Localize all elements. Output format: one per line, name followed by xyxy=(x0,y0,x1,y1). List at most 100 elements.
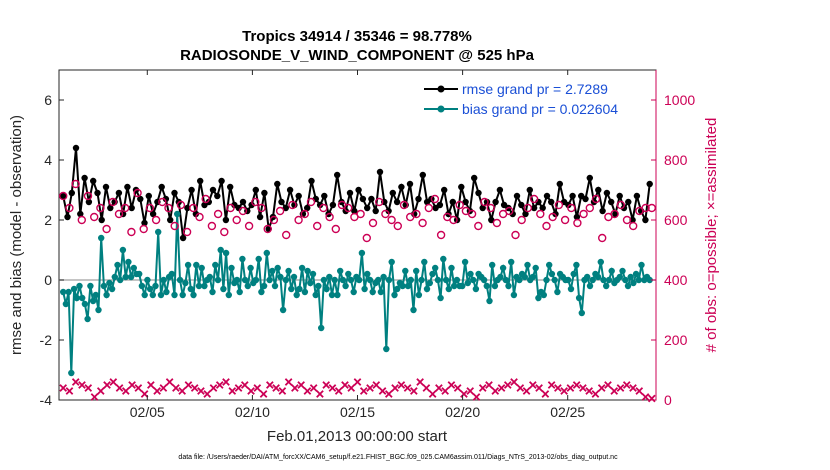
obs-possible-marker xyxy=(591,194,601,204)
obs-possible-marker xyxy=(71,179,80,189)
bias-point xyxy=(136,270,143,278)
obs-possible-marker xyxy=(523,203,533,213)
obs-possible-marker xyxy=(282,230,291,240)
rmse-point xyxy=(334,171,341,179)
bias-point xyxy=(638,261,645,269)
bias-point xyxy=(510,291,518,299)
bias-point xyxy=(567,285,575,293)
bias-point xyxy=(323,285,330,293)
obs-possible-marker xyxy=(511,230,520,240)
bias-point xyxy=(328,291,336,299)
y-tick-label: 2 xyxy=(44,212,52,228)
obs-possible-marker xyxy=(151,215,161,225)
rmse-point xyxy=(449,198,456,206)
bias-point xyxy=(149,291,156,299)
bias-point xyxy=(429,270,436,278)
rmse-point xyxy=(569,192,576,200)
bias-point xyxy=(413,267,420,275)
obs-possible-marker xyxy=(176,200,186,210)
obs-possible-marker xyxy=(238,206,248,216)
obs-assimilated-marker xyxy=(622,381,631,389)
obs-assimilated-marker xyxy=(372,381,381,389)
bias-point xyxy=(277,273,284,281)
bias-point xyxy=(467,270,474,278)
obs-possible-marker xyxy=(269,215,279,225)
obs-assimilated-marker xyxy=(115,384,124,392)
rmse-point xyxy=(90,177,97,185)
y2-tick-label: 1000 xyxy=(664,92,695,108)
obs-possible-marker xyxy=(474,221,483,231)
bias-point xyxy=(415,291,423,299)
obs-assimilated-marker xyxy=(215,381,224,389)
obs-possible-marker xyxy=(430,194,440,204)
obs-possible-marker xyxy=(567,203,576,213)
rmse-point xyxy=(85,198,93,206)
obs-assimilated-marker xyxy=(635,387,644,395)
obs-possible-marker xyxy=(449,215,458,225)
legend: rmse grand pr = 2.7289 bias grand pr = 0… xyxy=(418,79,648,121)
rmse-point xyxy=(124,183,131,191)
obs-assimilated-marker xyxy=(478,384,487,392)
rmse-point xyxy=(107,204,114,212)
y-tick-label: 4 xyxy=(44,152,52,168)
bias-point xyxy=(426,279,433,287)
bias-point xyxy=(516,276,523,284)
y2-tick-label: 0 xyxy=(664,392,672,408)
obs-possible-marker xyxy=(610,209,619,219)
bias-point xyxy=(269,267,276,275)
rmse-point xyxy=(646,180,653,188)
obs-possible-marker xyxy=(529,194,539,204)
bias-point xyxy=(157,291,165,299)
rmse-point xyxy=(304,204,311,212)
bias-point xyxy=(122,273,129,281)
bias-point xyxy=(646,276,653,284)
obs-possible-marker xyxy=(257,203,266,213)
rmse-point xyxy=(227,183,234,191)
rmse-point xyxy=(556,180,563,188)
obs-assimilated-marker xyxy=(96,387,105,395)
bias-point xyxy=(304,267,311,275)
bias-point xyxy=(212,261,219,269)
obs-possible-marker xyxy=(158,197,167,207)
rmse-point xyxy=(329,201,337,209)
bias-point xyxy=(521,273,528,281)
rmse-point xyxy=(620,204,628,212)
obs-possible-marker xyxy=(288,200,297,210)
bias-point xyxy=(377,288,385,296)
obs-possible-marker xyxy=(492,218,502,228)
rmse-point xyxy=(608,198,615,206)
bias-point xyxy=(233,276,241,284)
bias-point xyxy=(423,285,431,293)
bias-point xyxy=(65,288,72,296)
rmse-point xyxy=(462,198,469,206)
bias-point xyxy=(193,261,200,269)
rmse-point xyxy=(98,216,105,224)
obs-assimilated-marker xyxy=(65,387,74,395)
rmse-point xyxy=(492,198,499,206)
rmse-point xyxy=(372,207,379,215)
legend-rmse-marker xyxy=(437,85,445,93)
bias-point xyxy=(206,273,213,281)
series-rmse xyxy=(60,144,653,242)
rmse-point xyxy=(197,177,204,185)
obs-assimilated-marker xyxy=(528,381,537,389)
rmse-point xyxy=(171,189,178,197)
bias-point xyxy=(603,282,610,290)
obs-assimilated-marker xyxy=(253,384,262,392)
obs-possible-marker xyxy=(505,206,514,216)
bias-point xyxy=(184,261,192,269)
rmse-point xyxy=(483,198,491,206)
rmse-point xyxy=(539,204,546,212)
bias-point xyxy=(622,276,629,284)
rmse-point xyxy=(436,201,444,209)
rmse-point xyxy=(458,183,465,191)
obs-assimilated-marker xyxy=(209,384,218,392)
x-tick-label: 02/15 xyxy=(340,404,375,420)
obs-possible-marker xyxy=(195,212,204,222)
obs-possible-marker xyxy=(83,191,93,201)
obs-possible-marker xyxy=(467,209,477,219)
bias-point xyxy=(391,291,398,299)
bias-point xyxy=(160,276,167,284)
obs-possible-marker xyxy=(647,203,656,213)
